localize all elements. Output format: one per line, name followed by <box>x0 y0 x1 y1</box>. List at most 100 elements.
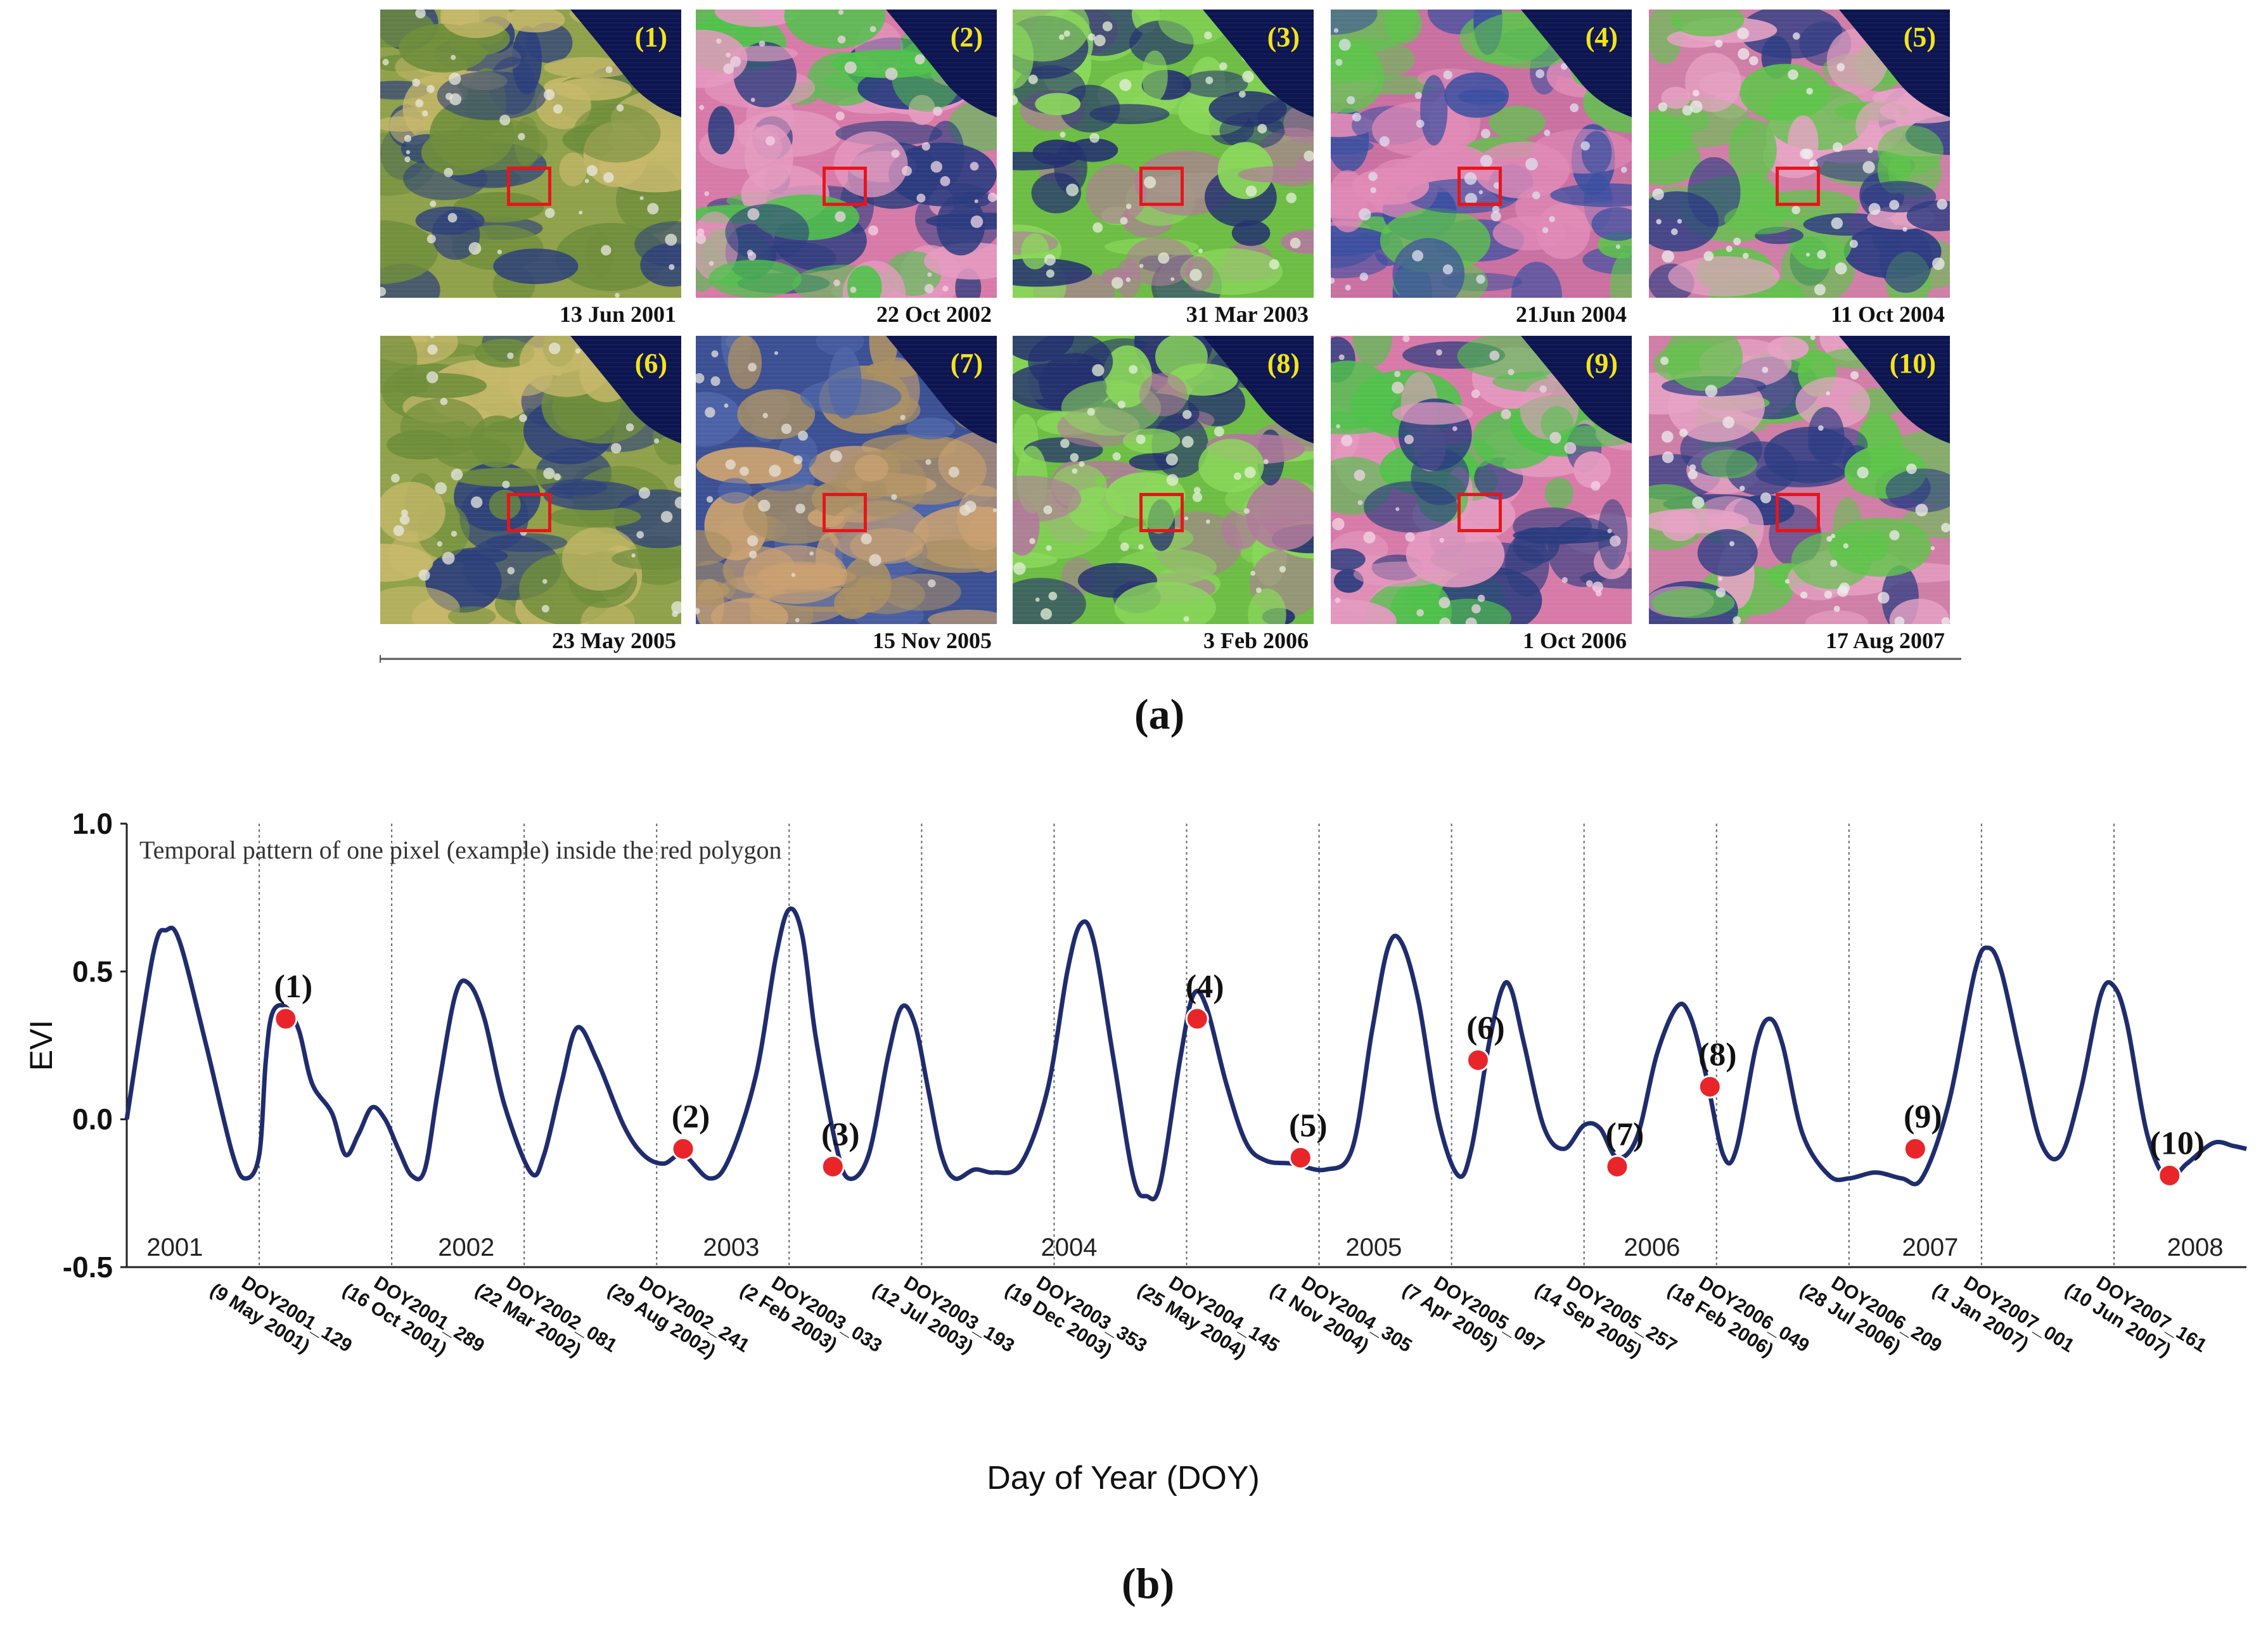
chart-title: Temporal pattern of one pixel (example) … <box>139 836 782 864</box>
image-date-label: 1 Oct 2006 <box>1523 628 1627 653</box>
satellite-image-6: (6) <box>380 336 681 624</box>
x-tick-label: DOY2006_209(28 Jul 2006) <box>1796 1272 1945 1358</box>
x-tick-label: DOY2004_145(25 May 2004) <box>1134 1272 1283 1363</box>
image-date-label: 31 Mar 2003 <box>1186 302 1309 327</box>
x-tick-label: DOY2007_161(10 Jun 2007) <box>2061 1272 2210 1361</box>
satellite-image-9: (9) <box>1331 336 1632 624</box>
x-tick-label: DOY2005_097(7 Apr 2005) <box>1399 1272 1547 1356</box>
satellite-image-texture <box>1331 10 1632 298</box>
year-label: 2003 <box>703 1234 759 1261</box>
year-label: 2002 <box>438 1234 494 1261</box>
image-number-label: (6) <box>634 348 667 379</box>
red-polygon-roi <box>1139 167 1184 206</box>
image-date-label: 17 Aug 2007 <box>1825 628 1945 653</box>
x-tick-label: DOY2001_289(16 Oct 2001) <box>339 1272 488 1360</box>
image-date-label: 13 Jun 2001 <box>559 302 676 327</box>
marker-label: (7) <box>1606 1116 1644 1152</box>
x-tick-label: DOY2006_049(18 Feb 2006) <box>1663 1272 1812 1361</box>
x-tick-label: DOY2001_129(9 May 2001) <box>207 1272 356 1357</box>
y-tick-label: 1.0 <box>72 807 113 840</box>
image-number-label: (8) <box>1267 348 1300 379</box>
satellite-image-texture <box>1013 10 1314 298</box>
x-tick-label: DOY2005_257(14 Sep 2005) <box>1531 1272 1680 1362</box>
image-number-label: (10) <box>1889 348 1936 379</box>
satellite-image-texture <box>380 336 681 624</box>
acquisition-marker <box>1185 1007 1209 1031</box>
satellite-image-texture <box>696 336 997 624</box>
x-tick-label: DOY2003_193(12 Jul 2003) <box>869 1272 1018 1358</box>
satellite-image-texture <box>1331 336 1632 624</box>
acquisition-marker <box>2158 1163 2182 1187</box>
x-axis-label: Day of Year (DOY) <box>987 1460 1260 1496</box>
image-number-label: (9) <box>1585 348 1618 379</box>
x-tick-label: DOY2003_033(2 Feb 2003) <box>736 1272 885 1356</box>
x-tick-label: DOY2004_305(1 Nov 2004) <box>1266 1272 1415 1356</box>
satellite-image-8: (8) <box>1013 336 1314 624</box>
year-label: 2006 <box>1624 1234 1680 1261</box>
panel-a-label: (a) <box>1134 690 1185 738</box>
marker-label: (5) <box>1289 1107 1328 1144</box>
image-date-label: 11 Oct 2004 <box>1831 302 1945 327</box>
image-date-label: 23 May 2005 <box>552 628 676 653</box>
marker-label: (1) <box>274 969 313 1005</box>
acquisition-marker <box>1605 1154 1629 1178</box>
satellite-image-10: (10) <box>1649 336 1950 624</box>
x-tick-label: DOY2002_081(22 Mar 2002) <box>471 1272 620 1361</box>
year-label: 2004 <box>1041 1234 1098 1261</box>
satellite-image-4: (4) <box>1331 10 1632 298</box>
red-polygon-roi <box>1458 167 1502 206</box>
year-label: 2007 <box>1902 1234 1958 1261</box>
satellite-image-texture <box>696 10 997 298</box>
evi-series-line <box>124 906 2247 1202</box>
y-tick-label: 0.0 <box>72 1103 113 1136</box>
marker-label: (6) <box>1466 1010 1505 1046</box>
satellite-image-5: (5) <box>1649 10 1950 298</box>
marker-label: (2) <box>672 1099 710 1135</box>
x-tick-label: DOY2007_001(1 Jan 2007) <box>1929 1272 2078 1356</box>
acquisition-marker <box>671 1137 695 1161</box>
red-polygon-roi <box>823 167 867 206</box>
satellite-image-1: (1) <box>380 10 681 298</box>
image-number-label: (2) <box>950 22 983 53</box>
satellite-image-texture <box>1013 336 1314 624</box>
image-date-label: 22 Oct 2002 <box>876 302 992 327</box>
marker-label: (4) <box>1186 969 1224 1005</box>
satellite-image-2: (2) <box>696 10 997 298</box>
red-polygon-roi <box>823 493 867 532</box>
red-polygon-roi <box>1776 167 1820 206</box>
acquisition-marker <box>1903 1137 1927 1161</box>
acquisition-marker <box>821 1154 845 1178</box>
year-label: 2005 <box>1345 1234 1402 1261</box>
image-date-label: 21Jun 2004 <box>1515 302 1627 327</box>
satellite-image-texture <box>1649 336 1950 624</box>
axes: 1.0 0.5 0.0 -0.5 <box>63 807 2246 1284</box>
satellite-image-3: (3) <box>1013 10 1314 298</box>
x-tick-label: DOY2002_241(29 Aug 2002) <box>604 1272 753 1362</box>
red-polygon-roi <box>1139 493 1184 532</box>
acquisition-marker <box>274 1007 298 1031</box>
y-tick-label: 0.5 <box>72 955 113 988</box>
y-axis-label: EVI <box>23 1020 59 1071</box>
red-polygon-roi <box>507 493 551 532</box>
acquisition-marker <box>1288 1145 1312 1170</box>
marker-label: (9) <box>1904 1099 1942 1135</box>
x-tick-label: DOY2003_353(19 Dec 2003) <box>1001 1272 1150 1362</box>
grid <box>259 824 2115 1267</box>
satellite-image-texture <box>380 10 681 298</box>
satellite-image-7: (7) <box>696 336 997 624</box>
red-polygon-roi <box>1776 493 1820 532</box>
red-polygon-roi <box>507 167 551 206</box>
image-number-label: (4) <box>1585 22 1618 53</box>
image-date-label: 15 Nov 2005 <box>873 628 992 653</box>
image-date-label: 3 Feb 2006 <box>1203 628 1309 653</box>
year-label: 2008 <box>2167 1234 2224 1261</box>
acquisition-marker <box>1698 1075 1722 1099</box>
image-number-label: (5) <box>1903 22 1936 53</box>
satellite-image-texture <box>1649 10 1950 298</box>
marker-label: (10) <box>2149 1125 2205 1161</box>
marker-label: (8) <box>1698 1037 1737 1073</box>
red-polygon-roi <box>1458 493 1502 532</box>
image-number-label: (3) <box>1267 22 1300 53</box>
y-tick-label: -0.5 <box>63 1251 113 1284</box>
